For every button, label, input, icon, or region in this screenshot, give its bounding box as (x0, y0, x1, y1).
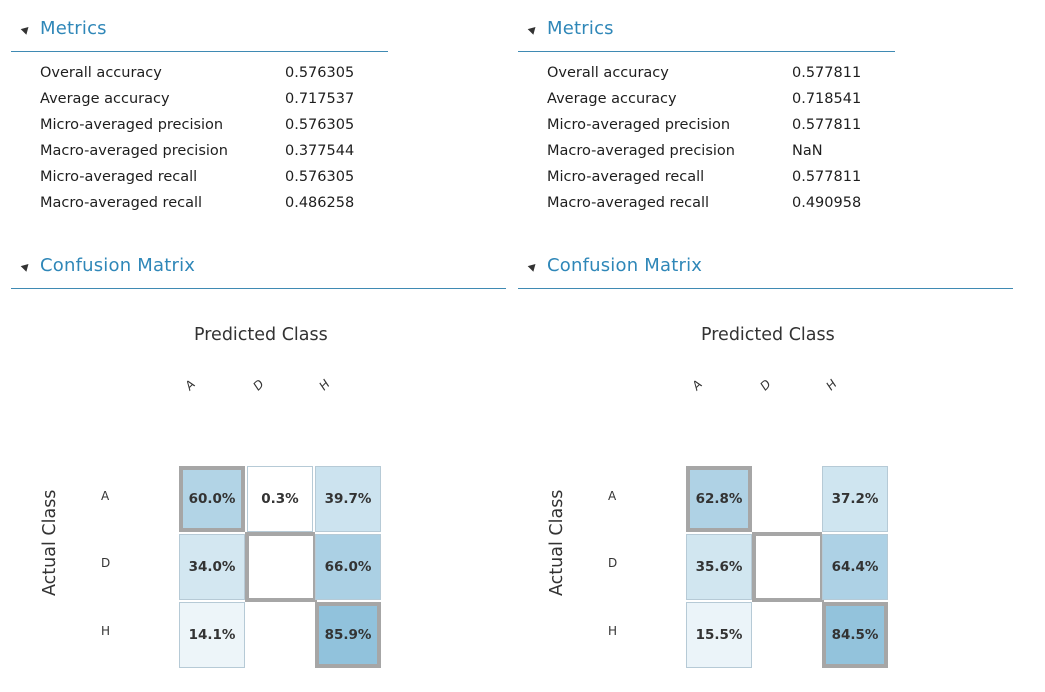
metric-value: 0.490958 (792, 195, 862, 211)
metric-name: Macro-averaged recall (40, 195, 203, 211)
section-divider (518, 51, 895, 52)
metric-name: Micro-averaged precision (547, 117, 731, 133)
metrics-section-title: Metrics (40, 18, 107, 39)
metrics-section-toggle[interactable]: Metrics (527, 18, 614, 39)
section-divider (11, 51, 388, 52)
evaluation-panel-left: Metrics Overall accuracy 0.576305 Average… (0, 0, 520, 692)
matrix-cell-d-d (754, 534, 820, 600)
metrics-section-title: Metrics (547, 18, 614, 39)
metric-value: 0.717537 (285, 91, 355, 107)
matrix-cell-a-h: 37.2% (822, 466, 888, 532)
collapse-triangle-icon (20, 24, 32, 35)
metric-value: 0.576305 (285, 117, 355, 133)
column-label: D (250, 376, 267, 394)
diagonal-connector (752, 598, 822, 602)
row-label: A (608, 489, 617, 503)
metric-name: Average accuracy (547, 91, 677, 107)
matrix-cell-h-h: 84.5% (822, 602, 888, 668)
matrix-cell-h-a: 14.1% (179, 602, 245, 668)
column-label: A (182, 377, 198, 393)
matrix-cell-a-h: 39.7% (315, 466, 381, 532)
confusion-matrix-section-toggle[interactable]: Confusion Matrix (20, 255, 196, 276)
collapse-triangle-icon (20, 261, 32, 272)
evaluation-panel-right: Metrics Overall accuracy 0.577811 Average… (507, 0, 1027, 692)
matrix-cell-d-a: 34.0% (179, 534, 245, 600)
metric-value: 0.576305 (285, 169, 355, 185)
metric-value: 0.576305 (285, 65, 355, 81)
metric-name: Micro-averaged recall (40, 169, 198, 185)
matrix-cell-a-d: 0.3% (247, 466, 313, 532)
row-label: A (101, 489, 110, 503)
matrix-cell-a-d (754, 466, 820, 532)
confusion-matrix-section-toggle[interactable]: Confusion Matrix (527, 255, 703, 276)
metric-name: Overall accuracy (547, 65, 669, 81)
metric-value: 0.577811 (792, 169, 862, 185)
confusion-matrix-section-title: Confusion Matrix (547, 255, 703, 276)
matrix-cell-h-a: 15.5% (686, 602, 752, 668)
row-label: D (608, 556, 618, 570)
metric-name: Overall accuracy (40, 65, 162, 81)
matrix-cell-d-d (247, 534, 313, 600)
metric-name: Macro-averaged recall (547, 195, 710, 211)
actual-class-label: Actual Class (547, 489, 567, 596)
matrix-cell-d-a: 35.6% (686, 534, 752, 600)
matrix-cell-d-h: 64.4% (822, 534, 888, 600)
collapse-triangle-icon (527, 24, 539, 35)
collapse-triangle-icon (527, 261, 539, 272)
confusion-matrix-section-title: Confusion Matrix (40, 255, 196, 276)
column-label: H (823, 376, 840, 394)
diagonal-connector (247, 532, 315, 536)
column-label: H (316, 376, 333, 394)
metric-name: Micro-averaged recall (547, 169, 705, 185)
metric-value: 0.377544 (285, 143, 355, 159)
predicted-class-label: Predicted Class (701, 325, 835, 345)
diagonal-connector (752, 532, 756, 602)
metric-value: 0.577811 (792, 65, 862, 81)
row-label: H (608, 624, 618, 638)
metric-value: 0.486258 (285, 195, 355, 211)
matrix-cell-h-d (247, 602, 313, 668)
column-label: A (689, 377, 705, 393)
metric-name: Macro-averaged precision (547, 143, 735, 159)
actual-class-label: Actual Class (40, 489, 60, 596)
metric-name: Macro-averaged precision (40, 143, 228, 159)
metric-name: Average accuracy (40, 91, 170, 107)
section-divider (518, 288, 1013, 289)
metric-value: NaN (792, 143, 823, 159)
metric-value: 0.718541 (792, 91, 862, 107)
diagonal-connector (245, 532, 249, 602)
matrix-cell-a-a: 62.8% (686, 466, 752, 532)
section-divider (11, 288, 506, 289)
matrix-cell-d-h: 66.0% (315, 534, 381, 600)
predicted-class-label: Predicted Class (194, 325, 328, 345)
column-label: D (757, 376, 774, 394)
confusion-matrix: 62.8% 37.2% 35.6% 64.4% 15.5% 84.5% (686, 466, 890, 670)
metric-name: Micro-averaged precision (40, 117, 224, 133)
matrix-cell-h-d (754, 602, 820, 668)
matrix-cell-h-h: 85.9% (315, 602, 381, 668)
row-label: H (101, 624, 111, 638)
diagonal-connector (754, 532, 822, 536)
confusion-matrix: 60.0% 0.3% 39.7% 34.0% 66.0% 14.1% 85.9% (179, 466, 383, 670)
metric-value: 0.577811 (792, 117, 862, 133)
diagonal-connector (245, 598, 315, 602)
matrix-cell-a-a: 60.0% (179, 466, 245, 532)
row-label: D (101, 556, 111, 570)
metrics-section-toggle[interactable]: Metrics (20, 18, 107, 39)
